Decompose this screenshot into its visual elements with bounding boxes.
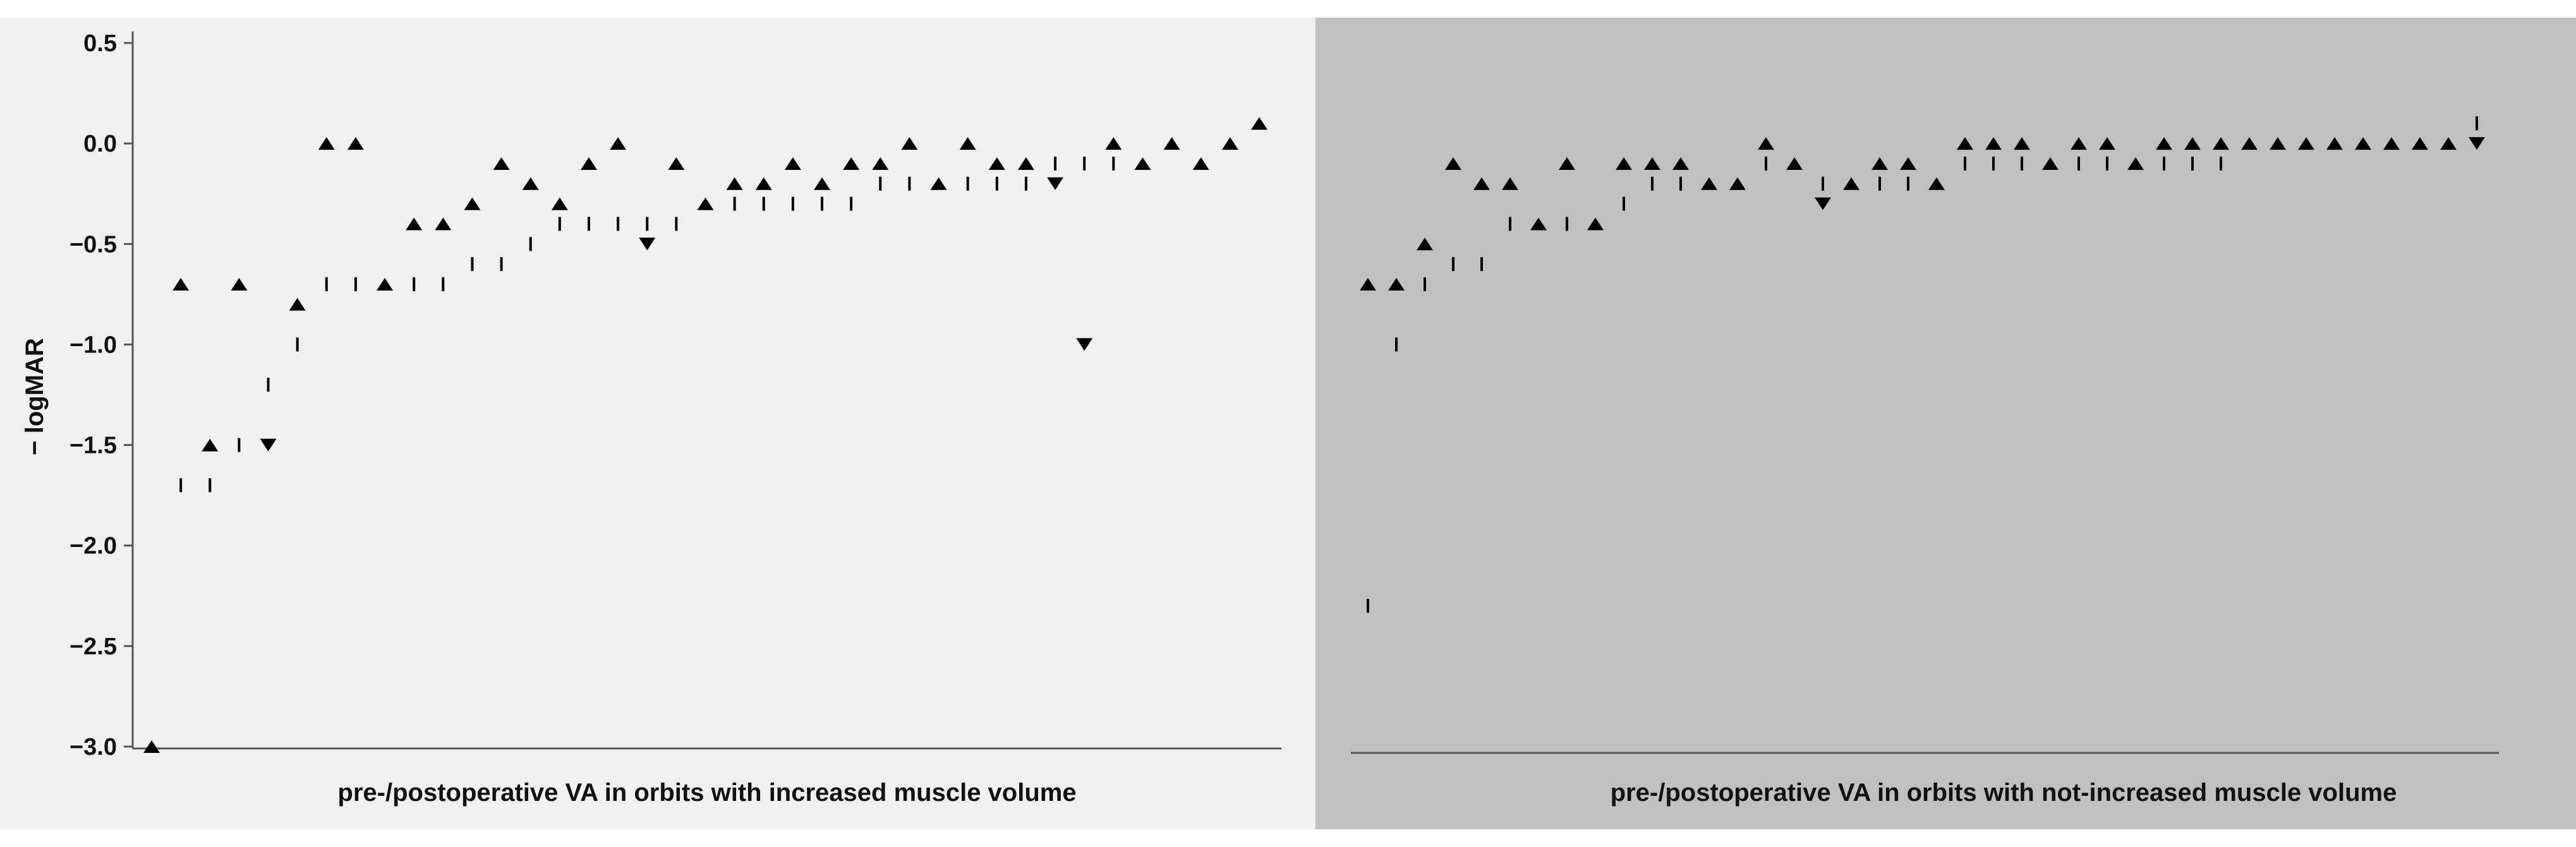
post-value-up-triangle xyxy=(1872,157,1888,170)
post-value-up-triangle xyxy=(2270,137,2286,150)
post-value-up-triangle xyxy=(1221,137,1238,150)
post-value-up-triangle xyxy=(580,157,597,170)
y-tick-label: −3.0 xyxy=(70,734,117,760)
post-value-up-triangle xyxy=(1105,137,1122,150)
y-tick-label: −2.5 xyxy=(70,634,117,660)
y-tick-label: −0.5 xyxy=(70,231,117,258)
post-value-up-triangle xyxy=(1843,177,1859,190)
post-value-up-triangle xyxy=(493,157,510,170)
y-tick-label: 0.5 xyxy=(83,30,117,57)
post-value-up-triangle xyxy=(2014,137,2030,150)
panel-right-background xyxy=(1315,18,2576,829)
post-value-up-triangle xyxy=(2383,137,2400,150)
post-value-up-triangle xyxy=(1758,137,1774,150)
post-value-up-triangle xyxy=(901,137,918,150)
post-value-up-triangle xyxy=(202,438,219,452)
post-value-up-triangle xyxy=(2127,157,2144,170)
post-value-up-triangle xyxy=(2071,137,2087,150)
post-value-up-triangle xyxy=(1017,157,1034,170)
post-value-down-triangle xyxy=(260,438,277,452)
post-value-up-triangle xyxy=(1559,157,1575,170)
post-value-down-triangle xyxy=(1047,177,1064,190)
post-value-up-triangle xyxy=(697,197,714,210)
post-value-up-triangle xyxy=(2099,137,2115,150)
post-value-up-triangle xyxy=(1251,117,1267,130)
post-value-up-triangle xyxy=(551,197,568,210)
plot-area-left xyxy=(143,117,1267,753)
post-value-up-triangle xyxy=(668,157,685,170)
post-value-up-triangle xyxy=(872,157,889,170)
post-value-up-triangle xyxy=(143,740,160,753)
post-value-up-triangle xyxy=(406,217,423,231)
post-value-up-triangle xyxy=(172,277,190,291)
y-axis-title: − logMAR xyxy=(21,338,49,455)
post-value-up-triangle xyxy=(1445,157,1461,170)
post-value-up-triangle xyxy=(814,177,831,190)
y-tick-label: −1.0 xyxy=(70,332,117,358)
post-value-up-triangle xyxy=(347,137,364,150)
post-value-up-triangle xyxy=(2355,137,2371,150)
post-value-up-triangle xyxy=(1672,157,1689,170)
post-value-up-triangle xyxy=(755,177,772,190)
post-value-up-triangle xyxy=(1163,137,1180,150)
post-value-down-triangle xyxy=(639,237,656,251)
post-value-up-triangle xyxy=(959,137,976,150)
y-tick-label: 0.0 xyxy=(83,131,117,157)
x-axis-title-left: pre-/postoperative VA in orbits with inc… xyxy=(337,779,1076,807)
post-value-up-triangle xyxy=(377,277,394,291)
panel-left-background xyxy=(0,18,1315,829)
y-ticks: 0.5 0.0 −0.5 −1.0 −1.5 −2.0 −2.5 −3.0 xyxy=(70,30,133,760)
post-value-up-triangle xyxy=(1729,177,1746,190)
post-value-up-triangle xyxy=(1786,157,1803,170)
post-value-up-triangle xyxy=(726,177,743,190)
post-value-up-triangle xyxy=(784,157,801,170)
post-value-up-triangle xyxy=(522,177,539,190)
post-value-up-triangle xyxy=(435,217,452,231)
post-value-up-triangle xyxy=(2184,137,2201,150)
post-value-up-triangle xyxy=(231,277,248,291)
post-value-up-triangle xyxy=(1502,177,1518,190)
post-value-up-triangle xyxy=(843,157,860,170)
post-value-up-triangle xyxy=(930,177,947,190)
post-value-up-triangle xyxy=(1587,217,1604,231)
post-value-up-triangle xyxy=(464,197,481,210)
post-value-up-triangle xyxy=(1417,237,1433,251)
post-value-up-triangle xyxy=(2042,157,2059,170)
y-tick-label: −1.5 xyxy=(70,433,117,459)
post-value-up-triangle xyxy=(2412,137,2428,150)
post-value-up-triangle xyxy=(1530,217,1547,231)
post-value-up-triangle xyxy=(1985,137,2002,150)
post-value-down-triangle xyxy=(1076,338,1093,351)
plot-area-right xyxy=(1360,116,2485,613)
post-value-up-triangle xyxy=(1473,177,1490,190)
post-value-up-triangle xyxy=(1388,277,1405,291)
post-value-up-triangle xyxy=(318,137,335,150)
x-axis-title-right: pre-/postoperative VA in orbits with not… xyxy=(1611,779,2397,807)
post-value-up-triangle xyxy=(2241,137,2258,150)
post-value-up-triangle xyxy=(1957,137,1973,150)
post-value-up-triangle xyxy=(1644,157,1660,170)
post-value-up-triangle xyxy=(1616,157,1632,170)
post-value-up-triangle xyxy=(2298,137,2314,150)
post-value-up-triangle xyxy=(1134,157,1151,170)
y-axis: 0.5 0.0 −0.5 −1.0 −1.5 −2.0 −2.5 −3.0 xyxy=(70,30,134,760)
post-value-up-triangle xyxy=(988,157,1005,170)
post-value-up-triangle xyxy=(2440,137,2457,150)
post-value-up-triangle xyxy=(1900,157,1916,170)
post-value-up-triangle xyxy=(2326,137,2343,150)
post-value-up-triangle xyxy=(610,137,627,150)
y-tick-label: −2.0 xyxy=(70,533,117,560)
post-value-up-triangle xyxy=(1701,177,1717,190)
post-value-up-triangle xyxy=(1360,277,1376,291)
post-value-up-triangle xyxy=(1192,157,1209,170)
post-value-down-triangle xyxy=(2469,137,2485,150)
post-value-up-triangle xyxy=(289,297,306,311)
post-value-up-triangle xyxy=(2156,137,2172,150)
post-value-up-triangle xyxy=(1928,177,1945,190)
post-value-down-triangle xyxy=(1815,197,1831,210)
post-value-up-triangle xyxy=(2213,137,2229,150)
